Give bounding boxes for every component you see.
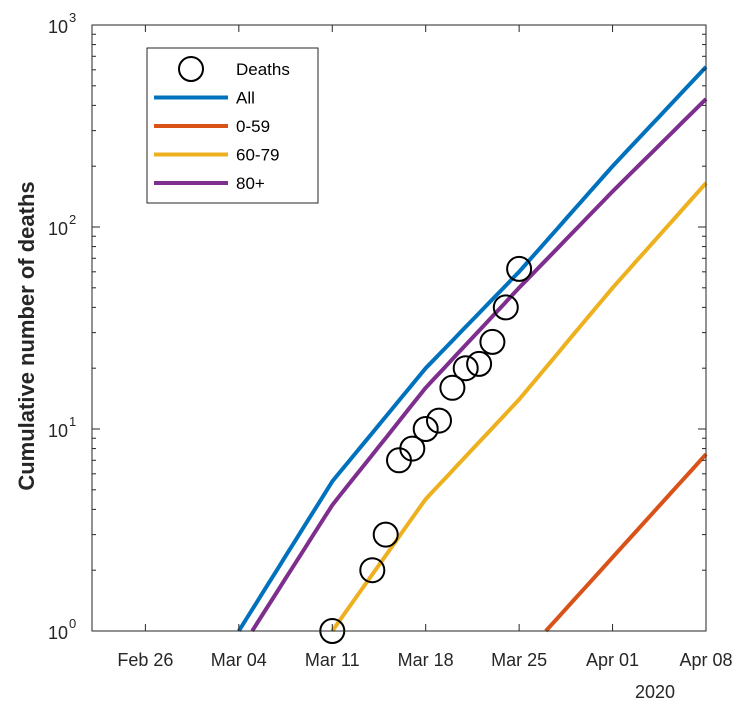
series-line-0-59 [544, 452, 708, 633]
x-tick-label: Mar 25 [491, 650, 547, 670]
legend-label: 0-59 [236, 117, 270, 136]
deaths-marker [399, 435, 426, 462]
y-tick-label: 10 [48, 219, 68, 239]
axes: Feb 26 Mar 04 Mar 11 Mar 18 Mar 25 Apr 01 Apr … [48, 10, 733, 670]
deaths-markers [319, 255, 533, 644]
deaths-marker [466, 350, 493, 377]
series-line-80plus [250, 97, 708, 633]
legend: Deaths All 0-59 60-79 80+ [146, 47, 319, 204]
series-line-all [237, 65, 708, 633]
legend-marker-deaths [178, 56, 204, 82]
x-tick-label: Apr 08 [679, 650, 732, 670]
y-tick-exponent: 2 [69, 212, 76, 227]
y-tick-label: 10 [48, 623, 68, 643]
deaths-marker [359, 557, 386, 584]
x-tick-label: Apr 01 [586, 650, 639, 670]
legend-label-deaths: Deaths [236, 60, 290, 79]
deaths-marker [452, 355, 479, 382]
legend-label: 60-79 [236, 146, 279, 165]
series-line-60-79 [330, 181, 708, 633]
deaths-marker [492, 294, 519, 321]
deaths-marker [439, 374, 466, 401]
x-secondary-label: 2020 [635, 682, 675, 702]
deaths-marker [412, 416, 439, 442]
y-tick-exponent: 0 [69, 616, 76, 631]
y-axis-label: Cumulative number of deaths [14, 181, 39, 490]
plot-frame [91, 24, 707, 632]
y-tick-exponent: 3 [69, 10, 76, 25]
deaths-marker [479, 328, 506, 355]
x-tick-label: Feb 26 [117, 650, 173, 670]
deaths-marker [426, 407, 452, 434]
y-tick-label: 10 [48, 421, 68, 441]
y-tick-exponent: 1 [69, 414, 76, 429]
x-tick-label: Mar 18 [398, 650, 454, 670]
x-tick-label: Mar 11 [305, 650, 360, 670]
deaths-marker [506, 255, 533, 282]
deaths-marker [372, 521, 399, 548]
legend-label: All [236, 89, 255, 108]
x-tick-label: Mar 04 [211, 650, 267, 670]
legend-label: 80+ [236, 174, 265, 193]
plot-area: Feb 26 Mar 04 Mar 11 Mar 18 Mar 25 Apr 01 Apr … [48, 10, 733, 670]
y-tick-label: 10 [48, 17, 68, 37]
